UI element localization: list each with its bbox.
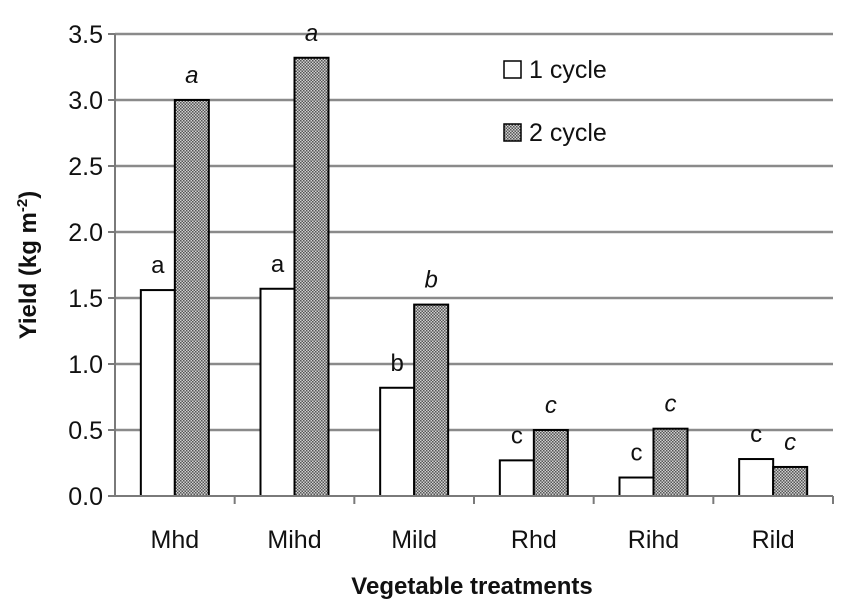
bar-rihd-series-2	[652, 427, 689, 497]
bar-rild-series-2	[772, 465, 809, 497]
bar-mhd-series-2	[173, 99, 210, 497]
legend-swatch-1-cycle	[503, 60, 522, 79]
x-tick-label-rild: Rild	[752, 526, 795, 554]
bar-mihd-series-1	[259, 287, 296, 498]
bar-mhd-series-1	[139, 289, 176, 497]
gridlines	[115, 32, 833, 432]
y-axis-title-main: Yield (kg m	[15, 212, 42, 339]
y-tick-label: 3.0	[68, 87, 103, 115]
y-tick-label: 2.0	[68, 219, 103, 247]
bar-rhd-series-1	[498, 459, 535, 497]
data-label-rild-series-1: c	[750, 421, 762, 448]
bar-mihd-series-2	[293, 56, 330, 497]
data-label-mild-series-2: b	[424, 267, 437, 294]
bar-mild-series-1	[379, 386, 416, 498]
bars	[139, 56, 809, 498]
legend-swatch-2-cycle	[503, 123, 522, 142]
data-label-rhd-series-1: c	[511, 422, 523, 449]
y-tick-label: 3.5	[68, 21, 103, 49]
y-axis-title-close: )	[15, 191, 42, 199]
y-axis-title: Yield (kg m-2)	[14, 191, 42, 339]
axes: 0.0 0.5 1.0 1.5 2.0 2.5 3.0 3.5 Mhd Mihd Mild Rhd Ri…	[68, 21, 834, 554]
bar-rild-series-1	[738, 458, 775, 498]
y-tick-label: 2.5	[68, 153, 103, 181]
bar-rhd-series-2	[532, 429, 569, 497]
x-axis-title: Vegetable treatments	[351, 573, 592, 600]
x-tick-label-rhd: Rhd	[511, 526, 557, 554]
x-tick-label-rihd: Rihd	[628, 526, 679, 554]
y-axis-title-sup: -2	[14, 199, 31, 212]
data-label-mihd-series-2: a	[305, 20, 318, 47]
legend-label-2-cycle: 2 cycle	[529, 119, 607, 147]
data-label-rihd-series-2: c	[665, 391, 677, 418]
y-tick-label: 0.5	[68, 417, 103, 445]
legend-label-1-cycle: 1 cycle	[529, 56, 607, 84]
bar-rihd-series-1	[618, 476, 655, 497]
y-tick-label: 0.0	[68, 483, 103, 511]
bar-mild-series-2	[413, 303, 450, 497]
data-label-rhd-series-2: c	[545, 392, 557, 419]
data-label-rild-series-2: c	[784, 429, 796, 456]
y-tick-label: 1.5	[68, 285, 103, 313]
data-label-mihd-series-1: a	[271, 251, 285, 278]
x-tick-label-mihd: Mihd	[267, 526, 321, 554]
data-label-rihd-series-1: c	[631, 440, 643, 467]
y-tick-label: 1.0	[68, 351, 103, 379]
legend: 1 cycle 2 cycle	[503, 56, 607, 147]
x-tick-label-mhd: Mhd	[151, 526, 200, 554]
data-label-mild-series-1: b	[390, 350, 403, 377]
data-label-mhd-series-1: a	[151, 252, 165, 279]
data-label-mhd-series-2: a	[185, 62, 198, 89]
x-tick-label-mild: Mild	[391, 526, 437, 554]
